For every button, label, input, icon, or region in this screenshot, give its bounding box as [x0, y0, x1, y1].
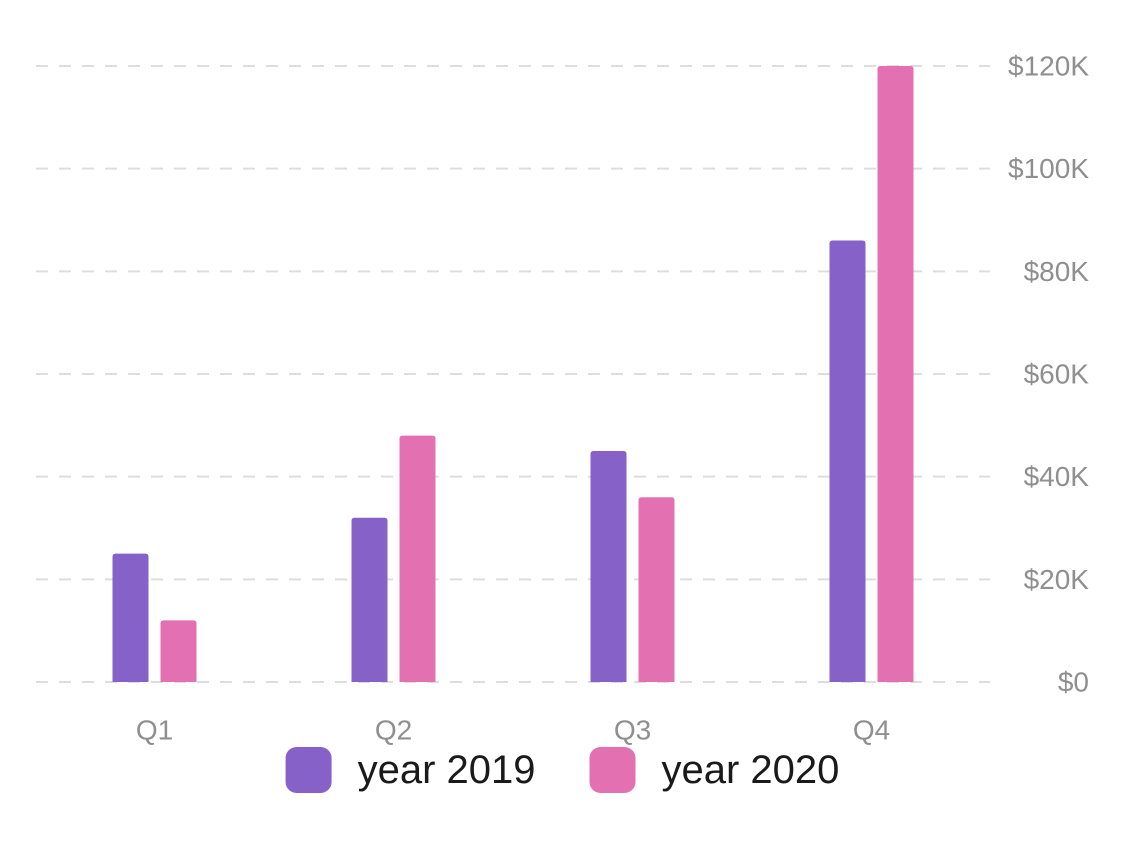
- bar-q3-series-2: [638, 497, 675, 682]
- legend-label: year 2020: [662, 748, 840, 792]
- bar-q1-series-2: [160, 620, 197, 682]
- y-tick-label: $20K: [1024, 564, 1090, 595]
- x-tick-label: Q3: [614, 715, 651, 746]
- y-tick-label: $40K: [1024, 461, 1090, 492]
- y-axis-labels: $0 $20K $40K $60K $80K $100K $120K: [1008, 51, 1089, 698]
- legend-label: year 2019: [358, 748, 536, 792]
- bar-q3-series-1: [590, 451, 627, 682]
- x-axis-labels: Q1 Q2 Q3 Q4: [136, 715, 890, 746]
- legend-swatch: [589, 747, 636, 793]
- bar-q4-series-1: [829, 240, 866, 683]
- bar-q1-series-1: [112, 553, 149, 682]
- bars: [112, 66, 914, 683]
- bar-q2-series-2: [399, 435, 436, 682]
- y-tick-label: $100K: [1008, 153, 1089, 184]
- x-tick-label: Q1: [136, 715, 173, 746]
- y-tick-label: $60K: [1024, 359, 1090, 390]
- y-tick-label: $0: [1058, 667, 1089, 698]
- y-tick-label: $80K: [1024, 256, 1090, 287]
- bar-q4-series-2: [877, 66, 914, 682]
- x-tick-label: Q4: [853, 715, 890, 746]
- y-tick-label: $120K: [1008, 51, 1089, 82]
- legend-swatch: [285, 747, 332, 793]
- legend: year 2019 year 2020: [285, 747, 840, 793]
- legend-item: year 2020: [589, 747, 840, 793]
- bar-q2-series-1: [351, 517, 388, 682]
- x-tick-label: Q2: [375, 715, 412, 746]
- legend-item: year 2019: [285, 747, 536, 793]
